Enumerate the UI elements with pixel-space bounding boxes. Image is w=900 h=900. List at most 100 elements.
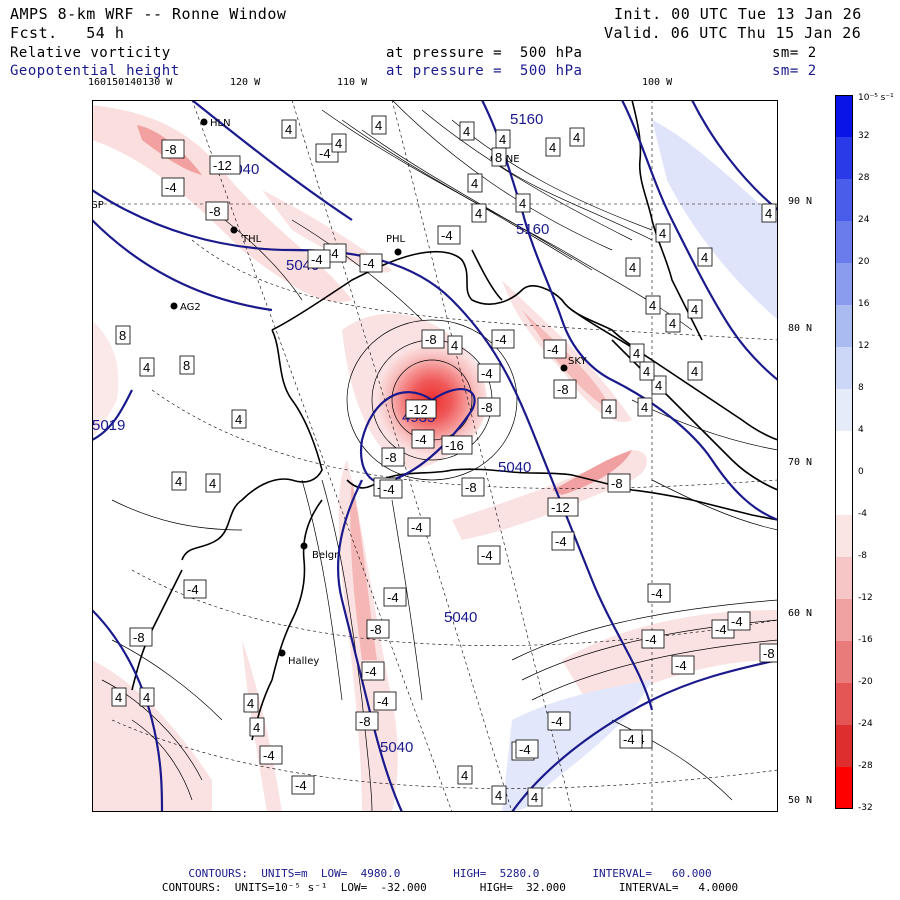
vorticity-label-negative: -4	[383, 482, 395, 497]
vorticity-label-positive: 4	[175, 474, 182, 489]
vorticity-label-negative: -4	[481, 548, 493, 563]
vorticity-label-negative-box	[551, 531, 575, 551]
vorticity-label-negative: -4	[519, 742, 531, 757]
vorticity-label-negative-box	[161, 177, 185, 197]
colorbar-swatch	[835, 95, 853, 138]
vorticity-label-positive-box	[115, 325, 131, 345]
vorticity-label-positive: 4	[633, 346, 640, 361]
vorticity-label-negative-box	[477, 363, 501, 383]
vorticity-label-negative-box	[441, 435, 473, 455]
vorticity-label-positive: 4	[549, 140, 556, 155]
vorticity-label-positive-box	[637, 397, 653, 417]
vorticity-label-negative-box	[359, 253, 383, 273]
vorticity-label-positive-box	[569, 127, 585, 147]
vorticity-label-positive: 4	[691, 364, 698, 379]
colorbar-swatch	[835, 641, 853, 684]
lat-label-80n: 80 N	[788, 323, 813, 334]
vorticity-label-negative: -4	[415, 432, 427, 447]
vorticity-label-negative: -8	[165, 142, 177, 157]
vorticity-label-negative: -8	[385, 450, 397, 465]
vorticity-label-positive: 4	[475, 206, 482, 221]
vorticity-label-positive: 4	[209, 476, 216, 491]
vorticity-label-negative: -4	[555, 534, 567, 549]
vorticity-label-positive-box	[629, 343, 645, 363]
station-labels: HLN FNE PHL THL AG2 SKY Belgr Halley GP	[92, 118, 588, 667]
vorticity-label-positive: 4	[253, 720, 260, 735]
vorticity-label-positive: 4	[499, 132, 506, 147]
vorticity-label-positive-box	[331, 133, 347, 153]
vorticity-label-negative: -8	[611, 476, 623, 491]
colorbar-swatch	[835, 137, 853, 180]
station-halley: Halley	[288, 656, 319, 667]
vorticity-label-negative-box	[421, 329, 445, 349]
vorticity-label-negative-box	[547, 497, 579, 517]
vorticity-label-negative: -8	[133, 630, 145, 645]
vorticity-label-positive-box	[171, 471, 187, 491]
vorticity-label-negative: -4	[645, 632, 657, 647]
vorticity-label-negative-box	[641, 629, 665, 649]
vorticity-label-positive: 4	[691, 302, 698, 317]
vorticity-label-positive-box	[515, 193, 531, 213]
vorticity-label-positive: 4	[655, 378, 662, 393]
vorticity-label-positive: 4	[629, 260, 636, 275]
vorticity-label-positive-box	[665, 313, 681, 333]
vorticity-label-negative-box	[205, 201, 229, 221]
vorticity-label-negative-box	[407, 517, 431, 537]
vorticity-label-negative: -4	[623, 732, 635, 747]
vorticity-label-positive-box	[545, 137, 561, 157]
colorbar-label: 32	[858, 131, 870, 141]
vorticity-label-negative-box	[547, 711, 571, 731]
colorbar	[835, 95, 853, 809]
vorticity-label-positive: 4	[235, 412, 242, 427]
lon-label-110w: 110 W	[337, 77, 368, 88]
station-fne: FNE	[500, 154, 520, 165]
vorticity-label-positive-box	[447, 335, 463, 355]
vorticity-label-positive: 4	[463, 124, 470, 139]
colorbar-label: 0	[858, 467, 864, 477]
vorticity-label-negative: -8	[465, 480, 477, 495]
vorticity-label-positive: 4	[285, 122, 292, 137]
station-sky: SKY	[568, 356, 588, 367]
field2-level: at pressure = 500 hPa	[386, 63, 583, 79]
vorticity-label-negative-box	[619, 729, 643, 749]
vorticity-label-positive: 4	[471, 176, 478, 191]
vorticity-label-positive: 4	[765, 206, 772, 221]
station-ag2: AG2	[180, 302, 201, 313]
vorticity-label-positive-box	[527, 787, 543, 807]
vorticity-contours	[101, 100, 778, 812]
vorticity-label-positive-box	[697, 247, 713, 267]
vorticity-label-positive-box	[179, 355, 195, 375]
colorbar-swatch	[835, 347, 853, 390]
station-thl: THL	[241, 234, 262, 245]
vorticity-label-negative: -8	[425, 332, 437, 347]
colorbar-label: -4	[858, 509, 867, 519]
vorticity-label-negative: -4	[441, 228, 453, 243]
colorbar-label: -28	[858, 761, 873, 771]
vorticity-label-negative: -12	[551, 500, 570, 515]
field2-name: Geopotential height	[10, 63, 180, 79]
init-time: Init. 00 UTC Tue 13 Jan 26	[614, 5, 862, 23]
colorbar-swatch	[835, 221, 853, 264]
vorticity-label-negative-box	[307, 249, 331, 269]
vorticity-label-negative-box	[437, 225, 461, 245]
vorticity-label-positive: 8	[119, 328, 126, 343]
vorticity-label-positive: 8	[183, 358, 190, 373]
vorticity-label-negative: -8	[359, 714, 371, 729]
station-hln: HLN	[210, 118, 231, 129]
vorticity-label-positive-box	[457, 765, 473, 785]
vorticity-label-negative-box	[477, 397, 501, 417]
footer-height-contours: CONTOURS: UNITS=m LOW= 4980.0 HIGH= 5280…	[188, 867, 712, 880]
vorticity-label-negative-box	[366, 619, 390, 639]
field1-smoothing: sm= 2	[772, 45, 817, 61]
height-label: 5040	[498, 459, 531, 476]
vorticity-label-positive: 4	[643, 364, 650, 379]
vorticity-label-negative-box	[671, 655, 695, 675]
vorticity-label-positive: 4	[605, 402, 612, 417]
vorticity-label-negative-box	[291, 775, 315, 795]
vorticity-label-negative-box	[355, 711, 379, 731]
forecast-hour: Fcst. 54 h	[10, 24, 125, 42]
vorticity-label-negative-box	[183, 579, 207, 599]
vorticity-label-positive: 8	[495, 150, 502, 165]
coastline	[131, 100, 778, 741]
vorticity-label-positive: 4	[143, 690, 150, 705]
